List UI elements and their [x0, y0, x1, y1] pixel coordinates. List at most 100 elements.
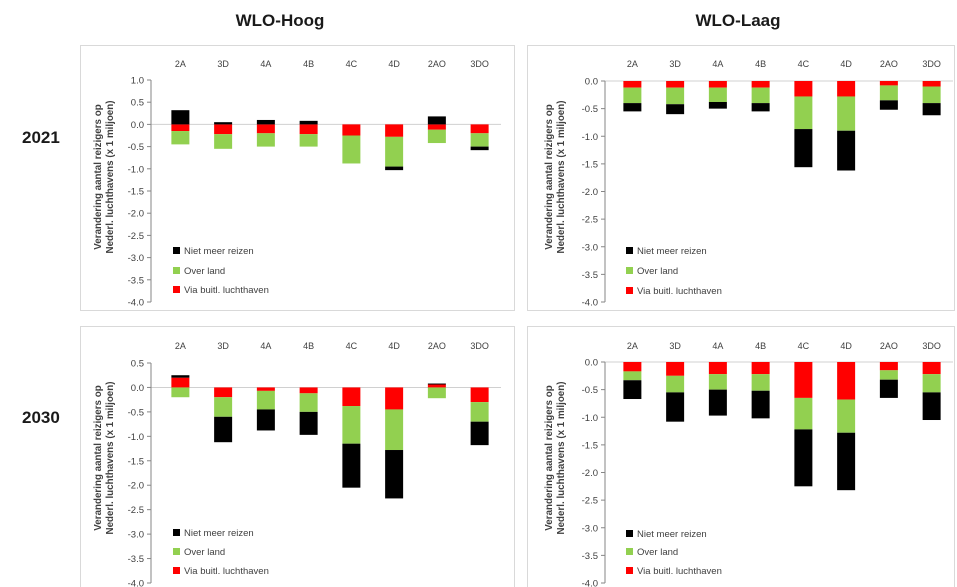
y-tick-label: -1.5 — [128, 456, 144, 467]
y-tick-label: -3.0 — [128, 530, 144, 541]
y-axis-title: Verandering aantal reizigers op — [544, 104, 555, 249]
bar-segment-via-buitl-luchthaven — [470, 124, 489, 134]
category-label: 2AO — [428, 341, 446, 351]
y-tick-label: -2.0 — [582, 187, 598, 198]
bar-segment-over-land — [385, 409, 404, 451]
legend-swatch-niet-meer-reizen — [626, 247, 633, 254]
category-label: 2A — [627, 59, 638, 69]
bar-segment-via-buitl-luchthaven — [427, 124, 446, 130]
bar-segment-niet-meer-reizen — [666, 392, 685, 422]
bar-segment-via-buitl-luchthaven — [385, 124, 404, 137]
bar-segment-niet-meer-reizen — [171, 110, 190, 125]
y-tick-label: -1.0 — [582, 132, 598, 143]
bar-segment-niet-meer-reizen — [299, 411, 318, 435]
bar-segment-over-land — [623, 87, 642, 104]
category-label: 4D — [388, 341, 400, 351]
bar-segment-via-buitl-luchthaven — [879, 81, 898, 86]
bar-segment-via-buitl-luchthaven — [751, 362, 770, 375]
bar-segment-niet-meer-reizen — [837, 432, 856, 491]
bar-segment-niet-meer-reizen — [214, 122, 233, 125]
bar-segment-over-land — [427, 129, 446, 144]
bar-segment-niet-meer-reizen — [794, 129, 813, 168]
bar-segment-over-land — [342, 135, 361, 164]
y-tick-label: -2.5 — [582, 215, 598, 226]
bar-segment-over-land — [751, 374, 770, 391]
category-label: 4D — [388, 59, 400, 69]
bar-segment-niet-meer-reizen — [879, 100, 898, 110]
category-label: 4C — [798, 341, 810, 351]
bar-segment-via-buitl-luchthaven — [214, 124, 233, 135]
y-tick-label: -3.5 — [582, 270, 598, 281]
bar-segment-niet-meer-reizen — [666, 104, 685, 115]
y-tick-label: -1.5 — [582, 440, 598, 451]
y-tick-label: 0.0 — [585, 77, 598, 88]
bar-segment-niet-meer-reizen — [751, 103, 770, 112]
bar-segment-over-land — [751, 87, 770, 104]
y-tick-label: 0.0 — [131, 383, 144, 394]
bar-segment-over-land — [794, 397, 813, 430]
y-tick-label: -3.0 — [582, 242, 598, 253]
bar-segment-via-buitl-luchthaven — [171, 377, 190, 388]
bar-segment-over-land — [708, 87, 727, 102]
category-label: 4B — [755, 59, 766, 69]
category-label: 3D — [669, 59, 681, 69]
bar-segment-over-land — [922, 374, 941, 393]
chart-svg: 0.0 -0.5 -1.0 -1.5 -2.0 -2.5 -3.0 -3.5 -4.0 2A 3D 4… — [544, 59, 953, 309]
bar-segment-via-buitl-luchthaven — [794, 362, 813, 398]
bar-segment-niet-meer-reizen — [623, 380, 642, 400]
bar-segment-via-buitl-luchthaven — [342, 124, 361, 136]
bar-segment-via-buitl-luchthaven — [837, 81, 856, 97]
y-tick-label: -1.0 — [582, 413, 598, 424]
category-label: 2AO — [880, 59, 898, 69]
chart-svg: 0.0 -0.5 -1.0 -1.5 -2.0 -2.5 -3.0 -3.5 -4.0 2A 3D 4… — [544, 341, 953, 587]
legend-label: Via buitl. luchthaven — [637, 566, 722, 577]
legend-swatch-over-land — [173, 267, 180, 274]
legend-label: Over land — [637, 266, 678, 277]
bar-segment-via-buitl-luchthaven — [214, 387, 233, 398]
bar-segment-niet-meer-reizen — [879, 379, 898, 398]
bar-segment-via-buitl-luchthaven — [708, 362, 727, 375]
chart-2021-wlo-laag: 0.0 -0.5 -1.0 -1.5 -2.0 -2.5 -3.0 -3.5 -4.0 2A 3D 4… — [527, 45, 955, 311]
legend-swatch-niet-meer-reizen — [173, 529, 180, 536]
bar-segment-via-buitl-luchthaven — [256, 124, 275, 134]
y-tick-label: -1.0 — [128, 164, 144, 175]
bar-segment-niet-meer-reizen — [342, 443, 361, 488]
chart-2021-wlo-hoog: 1.0 0.5 0.0 -0.5 -1.0 -1.5 -2.0 -2.5 -3.0 -3.5 -4.… — [80, 45, 515, 311]
category-label: 4A — [712, 59, 723, 69]
y-tick-label: -0.5 — [582, 385, 598, 396]
category-label: 3DO — [470, 341, 489, 351]
row-label-2021: 2021 — [22, 128, 60, 147]
bar-segment-over-land — [666, 87, 685, 105]
bar-segment-via-buitl-luchthaven — [666, 362, 685, 376]
bar-segment-niet-meer-reizen — [299, 120, 318, 125]
bar-segment-niet-meer-reizen — [427, 116, 446, 125]
y-tick-label: -0.5 — [128, 142, 144, 153]
bar-segment-over-land — [214, 397, 233, 417]
y-tick-label: -2.5 — [128, 505, 144, 516]
y-tick-label: -4.0 — [582, 298, 598, 309]
bar-segment-over-land — [256, 133, 275, 147]
category-label: 3DO — [470, 59, 489, 69]
category-label: 2AO — [428, 59, 446, 69]
bar-segment-via-buitl-luchthaven — [470, 387, 489, 403]
y-tick-label: 0.0 — [585, 358, 598, 369]
bar-segment-over-land — [342, 406, 361, 444]
y-tick-label: -0.5 — [582, 104, 598, 115]
category-label: 4B — [303, 59, 314, 69]
bar-segment-niet-meer-reizen — [470, 421, 489, 446]
bar-segment-niet-meer-reizen — [922, 103, 941, 116]
category-label: 3DO — [922, 341, 941, 351]
category-label: 3D — [217, 341, 229, 351]
bar-segment-over-land — [299, 393, 318, 412]
y-axis-title: Nederl. luchthavens (x 1 miljoen) — [556, 101, 567, 254]
legend-label: Niet meer reizen — [637, 529, 707, 540]
y-tick-label: 0.5 — [131, 98, 144, 109]
y-axis-title: Nederl. luchthavens (x 1 miljoen) — [105, 101, 116, 254]
y-tick-label: -1.5 — [128, 187, 144, 198]
y-tick-label: -3.0 — [582, 523, 598, 534]
bar-segment-over-land — [879, 370, 898, 380]
row-label-2030: 2030 — [22, 408, 60, 427]
bar-segment-niet-meer-reizen — [385, 450, 404, 499]
category-label: 4B — [755, 341, 766, 351]
y-tick-label: -3.0 — [128, 253, 144, 264]
